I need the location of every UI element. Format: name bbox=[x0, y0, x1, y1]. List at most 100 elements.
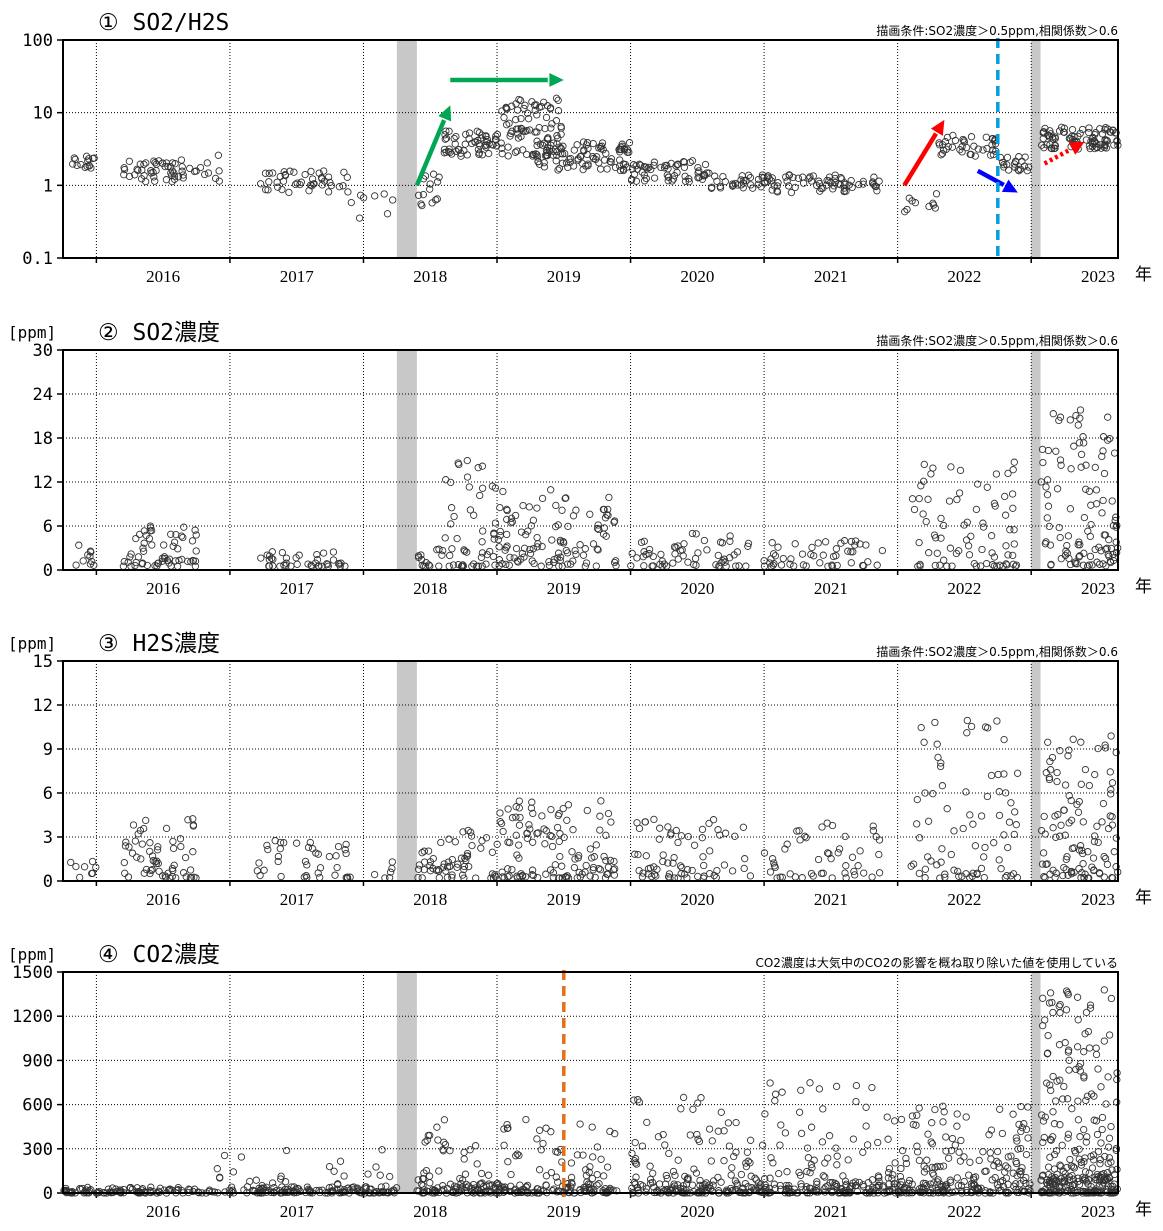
data-point bbox=[1046, 989, 1055, 997]
data-point bbox=[1000, 161, 1008, 169]
data-point bbox=[1112, 834, 1120, 842]
data-point bbox=[1070, 1164, 1078, 1172]
data-point bbox=[554, 166, 562, 174]
data-point bbox=[605, 1188, 613, 1196]
data-point bbox=[513, 147, 521, 155]
data-point bbox=[669, 175, 678, 183]
data-point bbox=[600, 852, 608, 861]
data-point bbox=[1090, 866, 1098, 875]
data-point bbox=[717, 1178, 725, 1186]
data-point bbox=[970, 559, 978, 568]
data-point bbox=[1076, 1067, 1084, 1075]
data-point bbox=[832, 1082, 841, 1091]
data-point bbox=[602, 856, 610, 865]
data-point bbox=[669, 559, 677, 567]
data-point bbox=[462, 1183, 470, 1192]
data-point bbox=[72, 561, 80, 569]
data-point bbox=[600, 1172, 608, 1180]
data-point bbox=[1009, 1169, 1017, 1177]
data-point bbox=[507, 1170, 515, 1179]
data-point bbox=[980, 873, 988, 882]
data-point bbox=[667, 829, 675, 837]
data-point bbox=[158, 554, 167, 562]
data-point bbox=[549, 558, 558, 566]
data-point bbox=[1067, 816, 1076, 824]
data-point bbox=[946, 1176, 954, 1184]
data-point bbox=[714, 1173, 722, 1182]
data-point bbox=[312, 849, 320, 857]
data-point bbox=[1056, 413, 1065, 421]
data-point bbox=[819, 1105, 827, 1113]
data-point bbox=[265, 562, 273, 570]
data-point bbox=[931, 1164, 939, 1172]
data-point bbox=[1053, 485, 1062, 493]
data-point bbox=[1087, 520, 1095, 529]
data-point bbox=[933, 740, 941, 748]
data-point bbox=[996, 1105, 1004, 1113]
data-point bbox=[418, 201, 426, 210]
data-point bbox=[1068, 125, 1077, 134]
data-point bbox=[305, 187, 313, 195]
data-point bbox=[554, 96, 562, 104]
data-point bbox=[610, 558, 619, 567]
data-point bbox=[1062, 547, 1070, 555]
data-point bbox=[342, 840, 350, 849]
data-point bbox=[552, 501, 560, 510]
data-point bbox=[635, 160, 644, 168]
data-point bbox=[562, 159, 571, 167]
x-tick-label: 2022 bbox=[947, 1202, 981, 1221]
data-point bbox=[72, 862, 80, 871]
data-point bbox=[176, 835, 185, 843]
data-point bbox=[713, 866, 721, 875]
x-tick-label: 2022 bbox=[947, 267, 981, 286]
data-point bbox=[684, 558, 692, 566]
data-point bbox=[1012, 1134, 1020, 1142]
data-point bbox=[1047, 1086, 1055, 1095]
data-point bbox=[873, 561, 881, 569]
data-point bbox=[1005, 818, 1014, 826]
data-point bbox=[989, 135, 997, 143]
data-point bbox=[582, 141, 591, 149]
data-point bbox=[508, 814, 517, 822]
data-point bbox=[744, 542, 752, 550]
data-point bbox=[784, 182, 793, 190]
data-point bbox=[419, 1182, 427, 1190]
data-point bbox=[1084, 1027, 1093, 1036]
data-point bbox=[963, 729, 971, 737]
data-point bbox=[582, 861, 590, 870]
data-point bbox=[1105, 536, 1113, 544]
data-point bbox=[582, 1171, 591, 1180]
data-point bbox=[693, 1130, 701, 1139]
data-point bbox=[441, 135, 449, 143]
data-point bbox=[1112, 748, 1120, 757]
data-point bbox=[424, 1131, 432, 1140]
y-tick-label: 6 bbox=[43, 517, 53, 537]
data-point bbox=[813, 1180, 821, 1188]
data-point bbox=[1113, 521, 1121, 530]
data-point bbox=[568, 1180, 576, 1188]
data-point bbox=[829, 1187, 837, 1195]
data-point bbox=[588, 1174, 597, 1183]
data-point bbox=[596, 812, 604, 820]
data-point bbox=[783, 840, 791, 848]
data-point bbox=[646, 864, 655, 872]
data-point bbox=[927, 857, 935, 865]
data-point bbox=[1066, 416, 1074, 424]
data-point bbox=[1065, 746, 1073, 754]
x-tick-label: 2017 bbox=[280, 579, 315, 598]
data-point bbox=[334, 842, 343, 851]
data-point bbox=[831, 178, 839, 187]
data-point bbox=[1061, 551, 1070, 560]
data-point bbox=[853, 1187, 862, 1196]
data-point bbox=[1044, 738, 1052, 746]
data-point bbox=[611, 1130, 619, 1138]
data-point bbox=[148, 852, 157, 860]
data-point bbox=[593, 1143, 602, 1151]
data-point bbox=[602, 149, 610, 158]
data-point bbox=[1048, 753, 1057, 762]
data-point bbox=[860, 869, 868, 877]
data-point bbox=[477, 1169, 486, 1178]
data-point bbox=[1057, 461, 1065, 469]
data-point bbox=[208, 1188, 216, 1196]
data-point bbox=[994, 770, 1002, 779]
